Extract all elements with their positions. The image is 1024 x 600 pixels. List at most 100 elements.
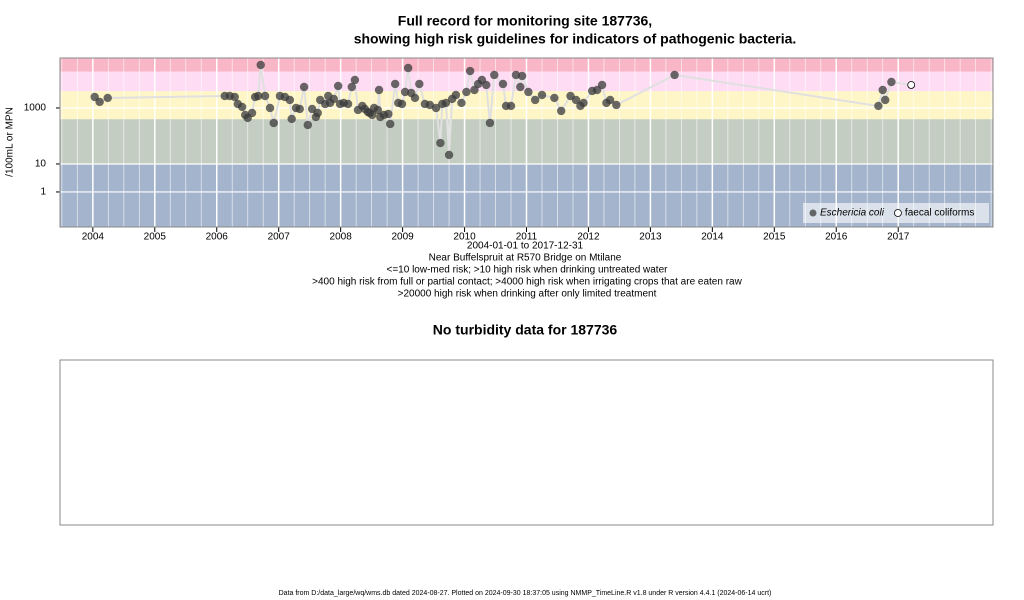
- data-point: [878, 85, 887, 95]
- data-point: [597, 80, 607, 90]
- data-point: [431, 103, 441, 113]
- y-tick-label: 1000: [24, 103, 47, 114]
- data-point: [103, 93, 112, 103]
- data-point: [256, 60, 265, 70]
- data-point: [537, 90, 547, 100]
- turbidity-title: No turbidity data for 187736: [433, 322, 618, 338]
- turbidity-panel: [59, 359, 994, 526]
- data-point: [498, 79, 508, 89]
- x-tick-label: 2005: [144, 232, 167, 243]
- data-point: [285, 95, 295, 105]
- x-tick-label: 2006: [206, 232, 229, 243]
- data-point: [441, 98, 451, 108]
- data-point: [374, 85, 384, 95]
- site-name: Near Buffelspruit at R570 Bridge on Mtil…: [429, 253, 622, 264]
- x-tick-label: 2015: [763, 232, 786, 243]
- data-point: [470, 85, 479, 95]
- x-tick-label: 2014: [701, 232, 724, 243]
- plot-area: 1 10 1000 2004 2005 2006 2007 2008 2009 2010 2011 2…: [24, 57, 994, 243]
- data-point: [516, 82, 525, 92]
- guideline-note: >400 high risk from full or partial cont…: [312, 277, 742, 288]
- x-axis-label: 2004-01-01 to 2017-12-31: [467, 241, 584, 252]
- data-point: [350, 75, 360, 85]
- data-point: [482, 80, 491, 90]
- data-point: [612, 100, 621, 110]
- data-point: [605, 95, 615, 105]
- legend-marker: [809, 209, 817, 217]
- data-point: [329, 94, 339, 104]
- x-tick-label: 2013: [639, 232, 662, 243]
- data-point: [237, 102, 247, 112]
- data-point: [415, 79, 424, 89]
- data-point: [313, 108, 322, 118]
- data-point: [400, 87, 410, 97]
- data-point: [457, 98, 466, 108]
- data-point: [530, 95, 540, 105]
- x-tick-label: 2007: [268, 232, 291, 243]
- data-point: [874, 101, 883, 111]
- data-point: [485, 118, 495, 128]
- y-axis-label: /100mL or MPN: [5, 107, 16, 177]
- data-point: [410, 93, 420, 103]
- data-point: [579, 98, 588, 108]
- legend-marker: [894, 209, 902, 217]
- x-tick-label: 2017: [887, 232, 910, 243]
- plot-frame: [59, 57, 994, 228]
- y-tick-label: 10: [35, 159, 47, 170]
- x-tick-label: 2011: [516, 232, 538, 243]
- guideline-note: >20000 high risk when drinking after onl…: [398, 289, 657, 300]
- data-point: [511, 70, 521, 80]
- data-point: [384, 109, 393, 119]
- data-point: [403, 63, 413, 73]
- data-point: [451, 90, 461, 100]
- data-point: [881, 95, 890, 105]
- data-point: [462, 87, 471, 97]
- data-point: [343, 99, 353, 109]
- legend-label: faecal coliforms: [905, 208, 974, 219]
- data-point: [506, 101, 516, 111]
- data-point: [436, 138, 445, 148]
- x-tick-label: 2012: [577, 232, 600, 243]
- data-point: [386, 119, 395, 129]
- data-point: [887, 77, 896, 87]
- data-point: [295, 104, 304, 114]
- data-point: [260, 91, 270, 101]
- legend-label: Eschericia coli: [820, 208, 885, 219]
- data-point: [556, 106, 566, 116]
- data-point: [247, 108, 257, 118]
- data-point: [373, 105, 383, 115]
- data-point: [368, 110, 377, 120]
- x-tick-label: 2008: [330, 232, 353, 243]
- y-tick-label: 1: [40, 187, 46, 198]
- data-point: [95, 97, 104, 107]
- data-point: [550, 93, 559, 103]
- data-point: [347, 82, 356, 92]
- data-point: [287, 114, 296, 124]
- data-point: [265, 103, 275, 113]
- data-point: [670, 70, 679, 80]
- chart-title: Full record for monitoring site 187736,: [398, 13, 652, 29]
- data-point: [465, 66, 475, 76]
- data-point: [444, 150, 454, 160]
- data-point: [333, 81, 343, 91]
- data-point: [907, 81, 916, 89]
- x-tick-label: 2010: [453, 232, 476, 243]
- data-point: [524, 87, 533, 97]
- data-point: [269, 118, 278, 128]
- data-point: [254, 91, 263, 101]
- data-point: [230, 92, 239, 102]
- data-point: [299, 82, 309, 92]
- footer: Data from D:/data_large/wq/wms.db dated …: [279, 590, 772, 597]
- chart-subtitle: showing high risk guidelines for indicat…: [354, 31, 797, 47]
- x-tick-label: 2016: [825, 232, 848, 243]
- x-tick-label: 2009: [391, 232, 414, 243]
- data-point: [390, 79, 400, 89]
- data-point: [517, 71, 527, 81]
- data-point: [490, 70, 499, 80]
- guideline-note: <=10 low-med risk; >10 high risk when dr…: [387, 265, 669, 276]
- data-point: [571, 95, 581, 105]
- data-point: [303, 120, 313, 130]
- data-point: [397, 99, 407, 109]
- x-tick-label: 2004: [82, 232, 105, 243]
